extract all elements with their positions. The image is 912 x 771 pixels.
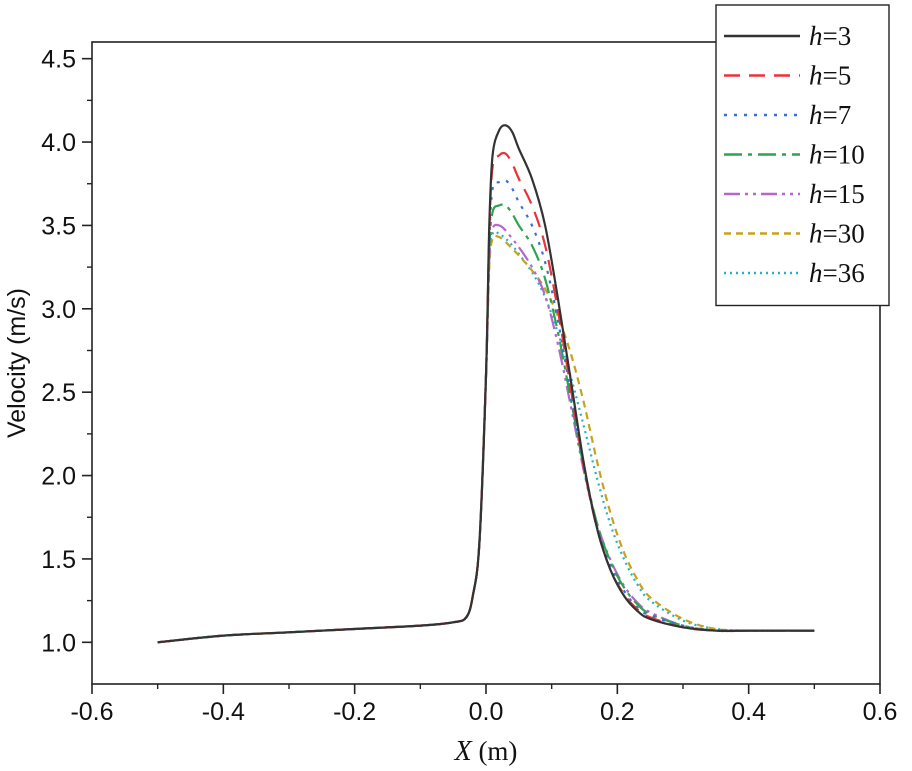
legend-label-value: =15: [823, 179, 865, 209]
legend-label: h=5: [809, 61, 851, 91]
legend-label-value: =30: [823, 219, 865, 249]
legend: h=3h=5h=7h=10h=15h=30h=36: [715, 4, 890, 307]
legend-label: h=36: [809, 258, 865, 288]
legend-box: [715, 4, 890, 307]
x-tick-label: -0.4: [202, 698, 245, 726]
y-axis-title: Velocity (m/s): [3, 288, 31, 438]
y-tick-label: 4.0: [41, 129, 76, 157]
legend-label-value: =5: [823, 61, 852, 91]
x-tick-label: 0.4: [731, 698, 766, 726]
legend-label-value: =7: [823, 100, 852, 130]
x-tick-label: 0.2: [600, 698, 635, 726]
legend-label-variable: h: [809, 100, 823, 130]
x-tick-label: -0.6: [70, 698, 113, 726]
legend-label-variable: h: [809, 21, 823, 51]
y-tick-label: 2.0: [41, 463, 76, 491]
legend-label: h=7: [809, 100, 851, 130]
y-tick-label: 4.5: [41, 46, 76, 74]
series-line-h-15: [157, 223, 815, 644]
series-line-h-3: [157, 124, 815, 644]
x-axis-title-unit: (m): [472, 736, 518, 766]
legend-label-variable: h: [809, 219, 823, 249]
y-tick-label: 1.5: [41, 546, 76, 574]
x-axis-title-variable: X: [454, 736, 473, 767]
x-tick-label: 0.0: [469, 698, 504, 726]
y-tick-label: 3.0: [41, 296, 76, 324]
y-tick-label: 1.0: [41, 629, 76, 657]
x-tick-label: -0.2: [333, 698, 376, 726]
series-layer: [157, 124, 815, 644]
legend-label-value: =36: [823, 258, 865, 288]
legend-label: h=30: [809, 219, 865, 249]
series-line-h-36: [157, 230, 815, 644]
series-line-h-5: [157, 151, 815, 644]
x-tick-label: 0.6: [863, 698, 898, 726]
legend-label: h=10: [809, 140, 865, 170]
y-axis: 1.0 1.5 2.0 2.5 3.0 3.5 4.0 4.5: [41, 46, 92, 657]
series-line-h-10: [157, 203, 815, 644]
x-axis: -0.6 -0.4 -0.2 0.0 0.2 0.4 0.6: [70, 684, 897, 726]
y-tick-label: 3.5: [41, 212, 76, 240]
legend-label-value: =10: [823, 140, 865, 170]
legend-label-variable: h: [809, 140, 823, 170]
legend-label-variable: h: [809, 258, 823, 288]
y-tick-label: 2.5: [41, 379, 76, 407]
legend-label: h=15: [809, 179, 865, 209]
legend-label: h=3: [809, 21, 851, 51]
legend-label-variable: h: [809, 61, 823, 91]
legend-label-variable: h: [809, 179, 823, 209]
x-axis-title: X (m): [454, 736, 518, 767]
legend-label-value: =3: [823, 21, 852, 51]
plot-area: -0.6 -0.4 -0.2 0.0 0.2 0.4 0.6 1.0 1.5 2.0 2.5 3.0…: [41, 41, 897, 726]
